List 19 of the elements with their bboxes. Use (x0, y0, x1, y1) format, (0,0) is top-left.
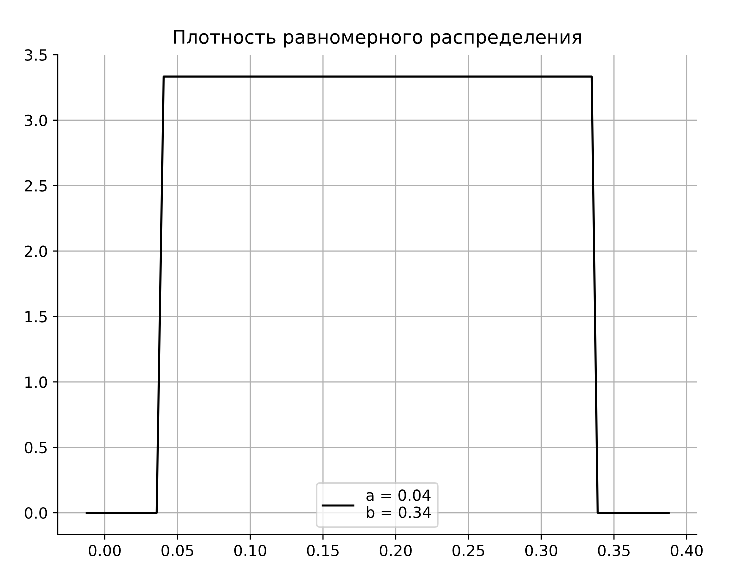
x-tick-label: 0.25 (452, 544, 484, 557)
y-tick-label: 0.0 (24, 507, 48, 520)
x-tick-label: 0.30 (525, 544, 558, 557)
y-tick-label: 2.5 (25, 180, 47, 192)
legend-label: a = 0.04 b = 0.34 (366, 490, 432, 518)
x-tick-label: 0.00 (88, 544, 121, 557)
y-tick-label: 3.0 (25, 114, 48, 126)
x-tick-label: 0.15 (307, 544, 339, 557)
y-tick-label: 0.5 (24, 442, 47, 454)
x-tick-label: 0.20 (380, 544, 412, 557)
x-tick-label: 0.35 (598, 544, 630, 557)
x-tick-label: 0.10 (234, 544, 266, 557)
x-tick-label: 0.05 (162, 544, 194, 557)
x-tick-label: 0.40 (670, 544, 703, 557)
y-tick-label: 1.5 (26, 311, 47, 323)
chart-title: Плотность равномерного распределения (174, 30, 582, 48)
y-tick-label: 1.0 (26, 376, 48, 388)
y-tick-label: 2.0 (25, 246, 48, 258)
y-tick-label: 3.5 (25, 49, 47, 62)
